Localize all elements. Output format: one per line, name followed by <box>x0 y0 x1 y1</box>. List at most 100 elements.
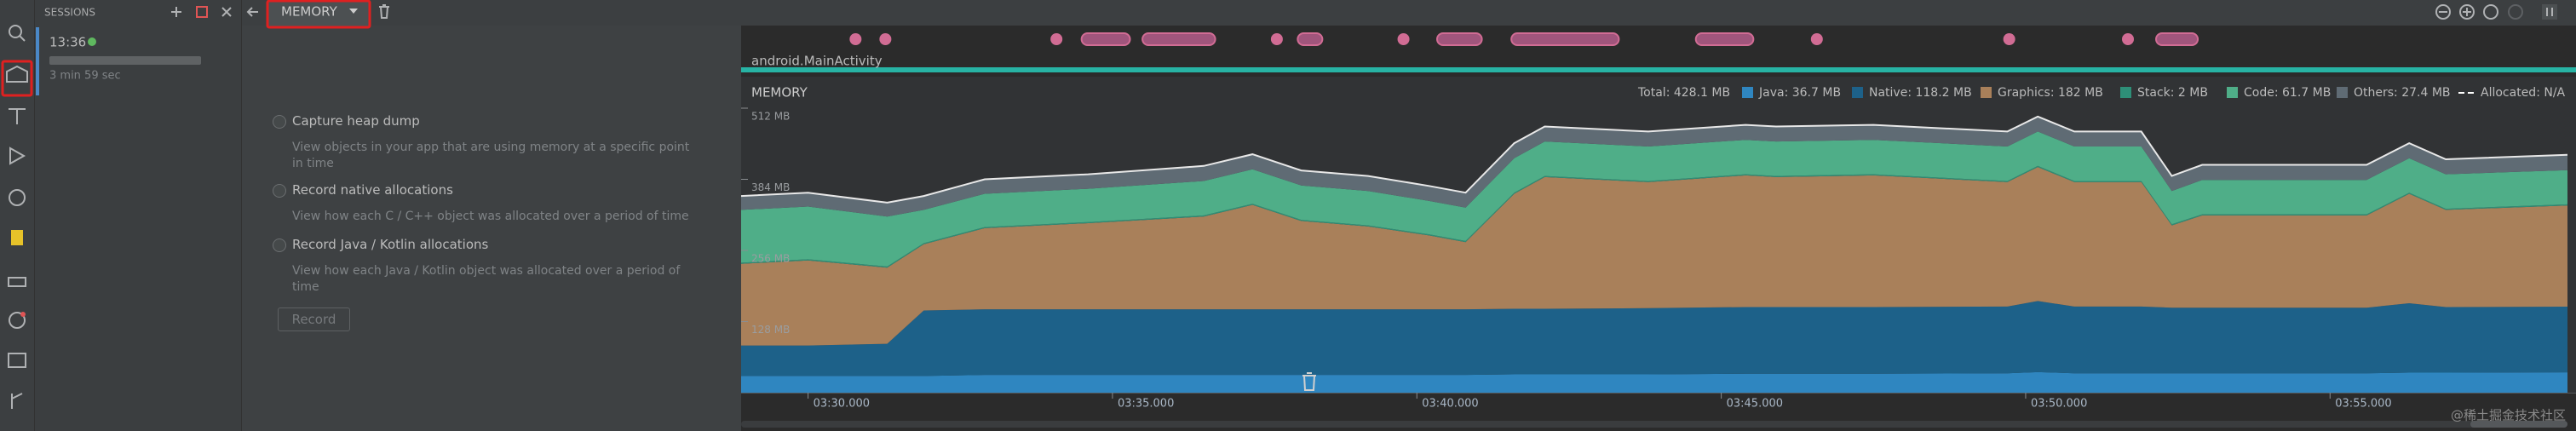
memory-area <box>741 167 2567 346</box>
profiler-icon[interactable] <box>6 65 28 83</box>
user-event <box>1050 33 1063 45</box>
user-event <box>2122 33 2135 45</box>
collapse-sessions[interactable] <box>221 7 232 17</box>
attach-live[interactable] <box>2508 4 2523 20</box>
gc-button[interactable] <box>379 4 389 19</box>
y-tick-label: 512 MB <box>751 111 790 123</box>
legend-swatch <box>2227 87 2238 98</box>
session-live-dot <box>88 37 96 46</box>
option-description: View objects in your app that are using … <box>292 141 690 170</box>
legend-label: Code: 61.7 MB <box>2244 86 2331 100</box>
zoom-out[interactable] <box>2435 4 2451 20</box>
legend-swatch <box>2120 87 2131 98</box>
session-duration: 3 min 59 sec <box>49 70 121 83</box>
radio[interactable] <box>273 115 286 129</box>
layout-icon[interactable] <box>8 277 26 287</box>
gc-marker <box>1302 372 1316 391</box>
x-tick-label: 03:45.000 <box>1727 398 1783 411</box>
allocated-label: Allocated: N/A <box>2481 86 2566 100</box>
activity-bar <box>741 67 2576 72</box>
profiler-dropdown-label[interactable]: MEMORY <box>281 4 338 20</box>
zoom-controls <box>2435 4 2557 20</box>
user-event <box>1510 32 1620 46</box>
radio[interactable] <box>273 238 286 252</box>
y-tick-label: 128 MB <box>751 324 790 336</box>
back-button[interactable] <box>246 7 258 17</box>
user-event <box>1080 32 1131 46</box>
pause-live[interactable] <box>2542 4 2557 20</box>
pause-live <box>2546 8 2553 16</box>
zoom-in[interactable] <box>2459 4 2475 20</box>
search-icon[interactable] <box>9 25 22 38</box>
x-tick-label: 03:30.000 <box>814 398 870 411</box>
user-event <box>1810 33 1823 45</box>
legend-label: Stack: 2 MB <box>2137 86 2208 100</box>
zoom-in <box>2463 8 2471 16</box>
activity-label: android.MainActivity <box>751 54 883 69</box>
badge <box>20 312 26 317</box>
x-tick-label: 03:55.000 <box>2335 398 2391 411</box>
app-inspection-icon[interactable] <box>11 230 23 245</box>
option-label[interactable]: Record Java / Kotlin allocations <box>292 237 489 252</box>
user-event <box>1297 32 1324 46</box>
legend-swatch <box>1742 87 1753 98</box>
option-description: View how each Java / Kotlin object was a… <box>292 264 681 294</box>
add-session[interactable] <box>171 7 181 17</box>
user-event <box>849 33 862 45</box>
main-toolbar <box>242 0 2576 26</box>
run-icon[interactable] <box>9 147 26 165</box>
y-tick-label: 384 MB <box>751 181 790 193</box>
sessions-panel <box>34 0 241 431</box>
highlight-box <box>1 60 33 97</box>
memory-areas <box>740 115 2568 393</box>
user-event <box>1397 33 1410 45</box>
dropdown-arrow <box>349 9 358 14</box>
highlight-box <box>266 0 371 29</box>
search-icon <box>19 35 26 42</box>
tool-icons <box>6 25 28 409</box>
watermark: @稀土掘金技术社区 <box>2451 408 2566 423</box>
user-event <box>1270 33 1283 45</box>
scrollbar-thumb[interactable] <box>2470 421 2567 428</box>
profile-icon[interactable] <box>9 189 26 206</box>
memory-title: MEMORY <box>751 85 808 101</box>
total-label: Total: 428.1 MB <box>1637 86 1730 100</box>
option-label[interactable]: Capture heap dump <box>292 113 420 129</box>
radio[interactable] <box>273 184 286 198</box>
legend-label: Java: 36.7 MB <box>1758 86 1841 100</box>
tool-strip <box>0 0 34 431</box>
legend-swatch <box>1852 87 1863 98</box>
stop-session[interactable] <box>196 6 208 18</box>
option-description: View how each C / C++ object was allocat… <box>292 210 689 223</box>
memory-area <box>741 131 2567 267</box>
record-button[interactable]: Record <box>278 307 350 331</box>
terminal-icon[interactable] <box>8 353 26 368</box>
problems-icon[interactable] <box>9 312 26 329</box>
legend-label: Graphics: 182 MB <box>1998 86 2103 100</box>
reset-zoom[interactable] <box>2483 4 2498 20</box>
user-event <box>2155 32 2199 46</box>
legend-label: Others: 27.4 MB <box>2354 86 2451 100</box>
x-tick-label: 03:40.000 <box>1422 398 1478 411</box>
user-event <box>879 33 892 45</box>
git-icon[interactable] <box>11 393 23 409</box>
user-event <box>2003 33 2015 45</box>
build-icon[interactable] <box>9 108 26 124</box>
memory-area <box>741 116 2567 217</box>
config-panel <box>242 26 741 431</box>
total-outline <box>740 115 2568 204</box>
legend-swatch <box>1981 87 1992 98</box>
memory-area <box>741 371 2567 393</box>
x-tick-label: 03:50.000 <box>2031 398 2087 411</box>
y-tick-label: 256 MB <box>751 253 790 265</box>
legend-label: Native: 118.2 MB <box>1869 86 1972 100</box>
option-label[interactable]: Record native allocations <box>292 182 453 198</box>
x-tick-label: 03:35.000 <box>1118 398 1174 411</box>
sessions-title: SESSIONS <box>44 7 95 19</box>
scrollbar-track <box>741 421 2567 428</box>
legend-swatch <box>2337 87 2348 98</box>
session-selected-bar <box>36 27 39 95</box>
session-time[interactable]: 13:36 <box>49 35 86 50</box>
profiler-dropdown[interactable] <box>267 2 370 27</box>
